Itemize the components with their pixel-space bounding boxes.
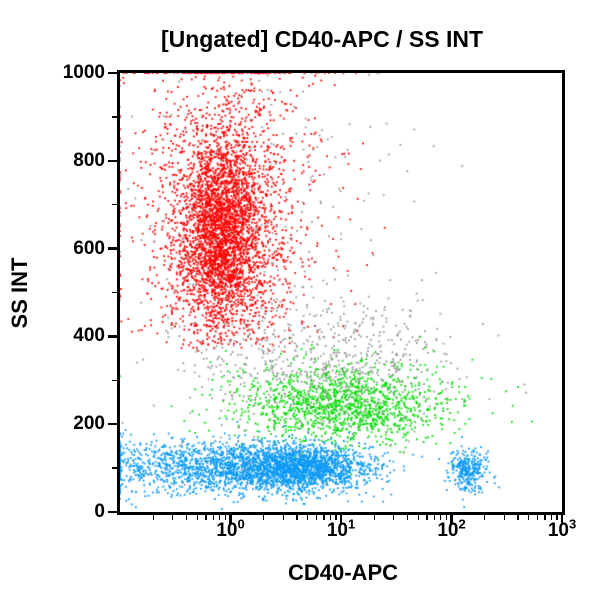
y-minor-tick — [112, 379, 117, 381]
y-axis-label: SS INT — [7, 257, 32, 329]
x-minor-tick — [296, 515, 298, 520]
x-minor-tick — [205, 515, 207, 520]
x-minor-tick — [152, 515, 154, 520]
y-major-tick — [108, 247, 117, 250]
x-major-tick — [229, 515, 232, 524]
x-minor-tick — [484, 515, 486, 520]
y-major-tick — [108, 71, 117, 75]
y-tick-label: 200 — [73, 413, 105, 435]
x-tick-label: 102 — [420, 516, 484, 542]
y-tick-label: 800 — [73, 149, 105, 171]
x-tick-exponent: 2 — [458, 516, 466, 532]
x-minor-tick — [556, 515, 558, 520]
x-minor-tick — [307, 515, 309, 520]
scatter-canvas — [120, 73, 562, 512]
x-tick-base: 10 — [547, 520, 569, 541]
x-major-tick — [560, 515, 564, 524]
x-major-tick — [339, 515, 343, 524]
x-minor-tick — [417, 515, 419, 520]
x-minor-tick — [503, 515, 505, 520]
x-minor-tick — [263, 515, 265, 520]
y-tick-label: 400 — [73, 325, 105, 347]
x-minor-tick — [433, 515, 436, 520]
x-minor-tick — [445, 515, 448, 520]
x-minor-tick — [185, 515, 188, 520]
x-minor-tick — [212, 515, 215, 520]
y-major-tick — [108, 423, 117, 426]
x-tick-label: 103 — [530, 516, 594, 542]
x-minor-tick — [219, 515, 221, 520]
y-minor-tick — [112, 291, 117, 294]
y-tick-label: 600 — [73, 237, 105, 259]
plot-frame — [108, 70, 565, 524]
y-tick-label: 1000 — [62, 62, 105, 83]
plot-title: [Ungated] CD40-APC / SS INT — [160, 26, 484, 52]
x-minor-tick — [440, 515, 442, 520]
x-minor-tick — [426, 515, 428, 520]
x-minor-tick — [323, 515, 325, 520]
y-major-tick — [108, 159, 117, 162]
y-major-tick — [108, 335, 117, 338]
x-tick-base: 10 — [326, 520, 348, 541]
x-minor-tick — [224, 515, 227, 520]
x-minor-tick — [196, 515, 198, 520]
x-minor-tick — [335, 515, 337, 520]
x-minor-tick — [282, 515, 284, 520]
x-minor-tick — [536, 515, 539, 520]
x-minor-tick — [315, 515, 318, 520]
x-axis-label: CD40-APC — [287, 560, 399, 585]
x-minor-tick — [550, 515, 552, 520]
x-minor-tick — [329, 515, 331, 520]
x-tick-base: 10 — [216, 520, 238, 541]
x-tick-label: 101 — [309, 516, 373, 542]
x-tick-exponent: 3 — [568, 516, 577, 532]
x-major-tick — [450, 515, 453, 524]
x-minor-tick — [406, 515, 409, 520]
x-tick-exponent: 0 — [237, 516, 245, 532]
x-minor-tick — [544, 515, 546, 520]
y-minor-tick — [112, 204, 117, 206]
x-tick-exponent: 1 — [347, 516, 356, 532]
x-tick-base: 10 — [437, 520, 459, 541]
y-minor-tick — [112, 467, 117, 469]
x-minor-tick — [528, 515, 530, 520]
y-minor-tick — [112, 116, 117, 118]
x-minor-tick — [373, 515, 375, 520]
y-major-tick — [108, 510, 117, 514]
y-tick-label: 0 — [94, 501, 105, 522]
x-tick-label: 100 — [199, 516, 263, 542]
x-minor-tick — [517, 515, 519, 520]
x-minor-tick — [393, 515, 395, 520]
x-minor-tick — [172, 515, 174, 520]
